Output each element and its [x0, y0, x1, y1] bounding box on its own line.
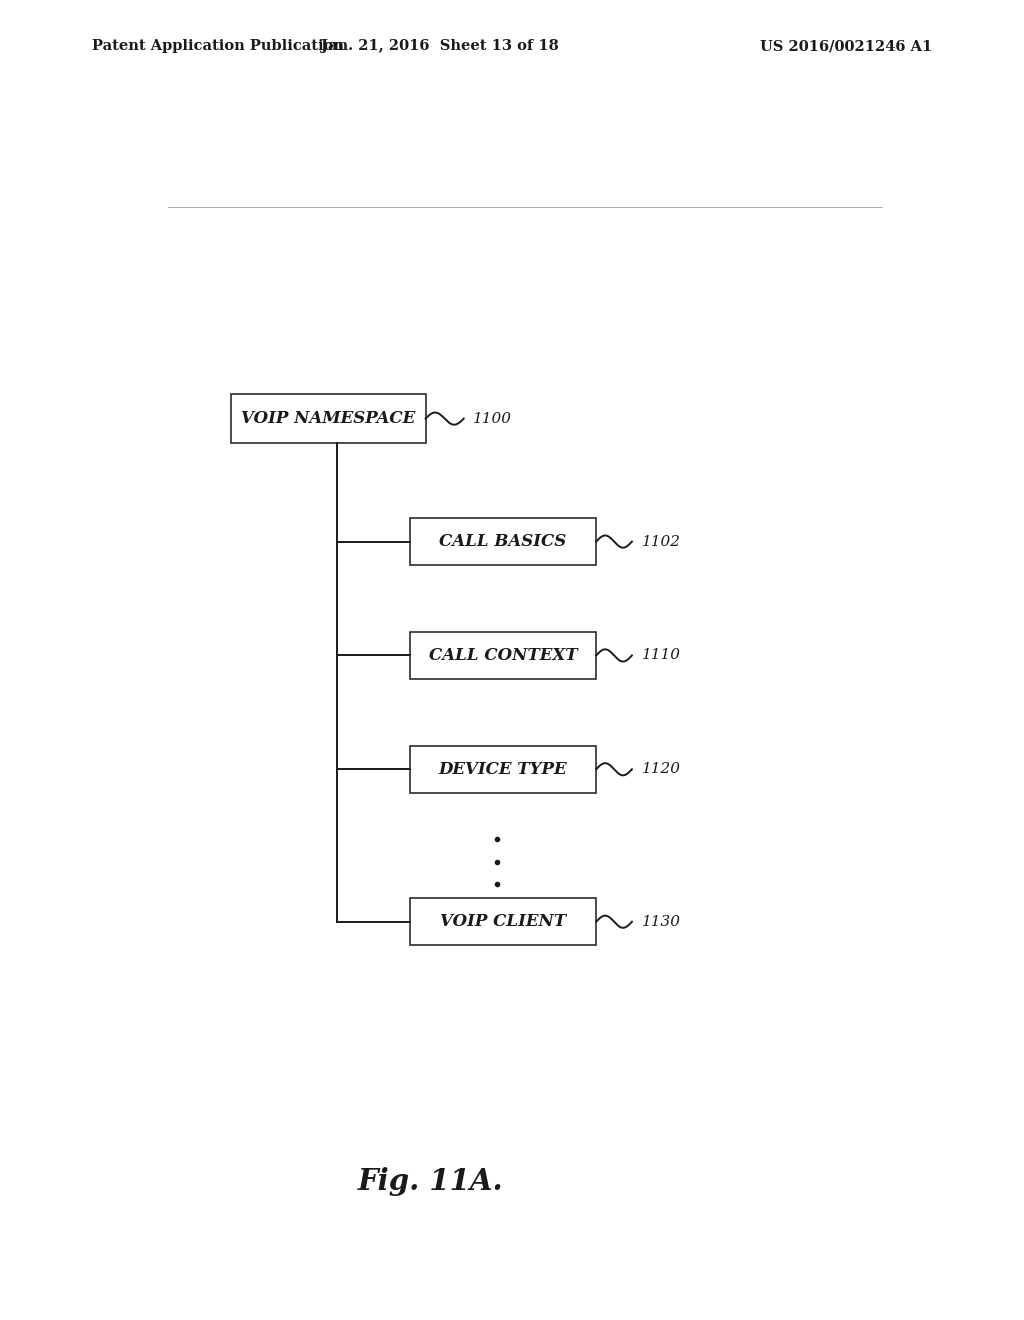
Text: DEVICE TYPE: DEVICE TYPE [438, 760, 567, 777]
Text: 1100: 1100 [473, 412, 512, 425]
Text: Patent Application Publication: Patent Application Publication [92, 40, 344, 53]
Text: Jan. 21, 2016  Sheet 13 of 18: Jan. 21, 2016 Sheet 13 of 18 [322, 40, 559, 53]
FancyBboxPatch shape [410, 632, 596, 678]
FancyBboxPatch shape [231, 395, 426, 444]
Text: CALL BASICS: CALL BASICS [439, 533, 566, 550]
Text: US 2016/0021246 A1: US 2016/0021246 A1 [760, 40, 932, 53]
FancyBboxPatch shape [410, 746, 596, 792]
Text: Fig. 11A.: Fig. 11A. [357, 1167, 503, 1196]
Text: 1120: 1120 [641, 762, 681, 776]
Text: 1110: 1110 [641, 648, 681, 663]
Text: 1130: 1130 [641, 915, 681, 929]
Text: VOIP NAMESPACE: VOIP NAMESPACE [242, 411, 416, 428]
FancyBboxPatch shape [410, 899, 596, 945]
Text: CALL CONTEXT: CALL CONTEXT [429, 647, 578, 664]
FancyBboxPatch shape [410, 519, 596, 565]
Text: 1102: 1102 [641, 535, 681, 549]
Text: VOIP CLIENT: VOIP CLIENT [440, 913, 566, 931]
